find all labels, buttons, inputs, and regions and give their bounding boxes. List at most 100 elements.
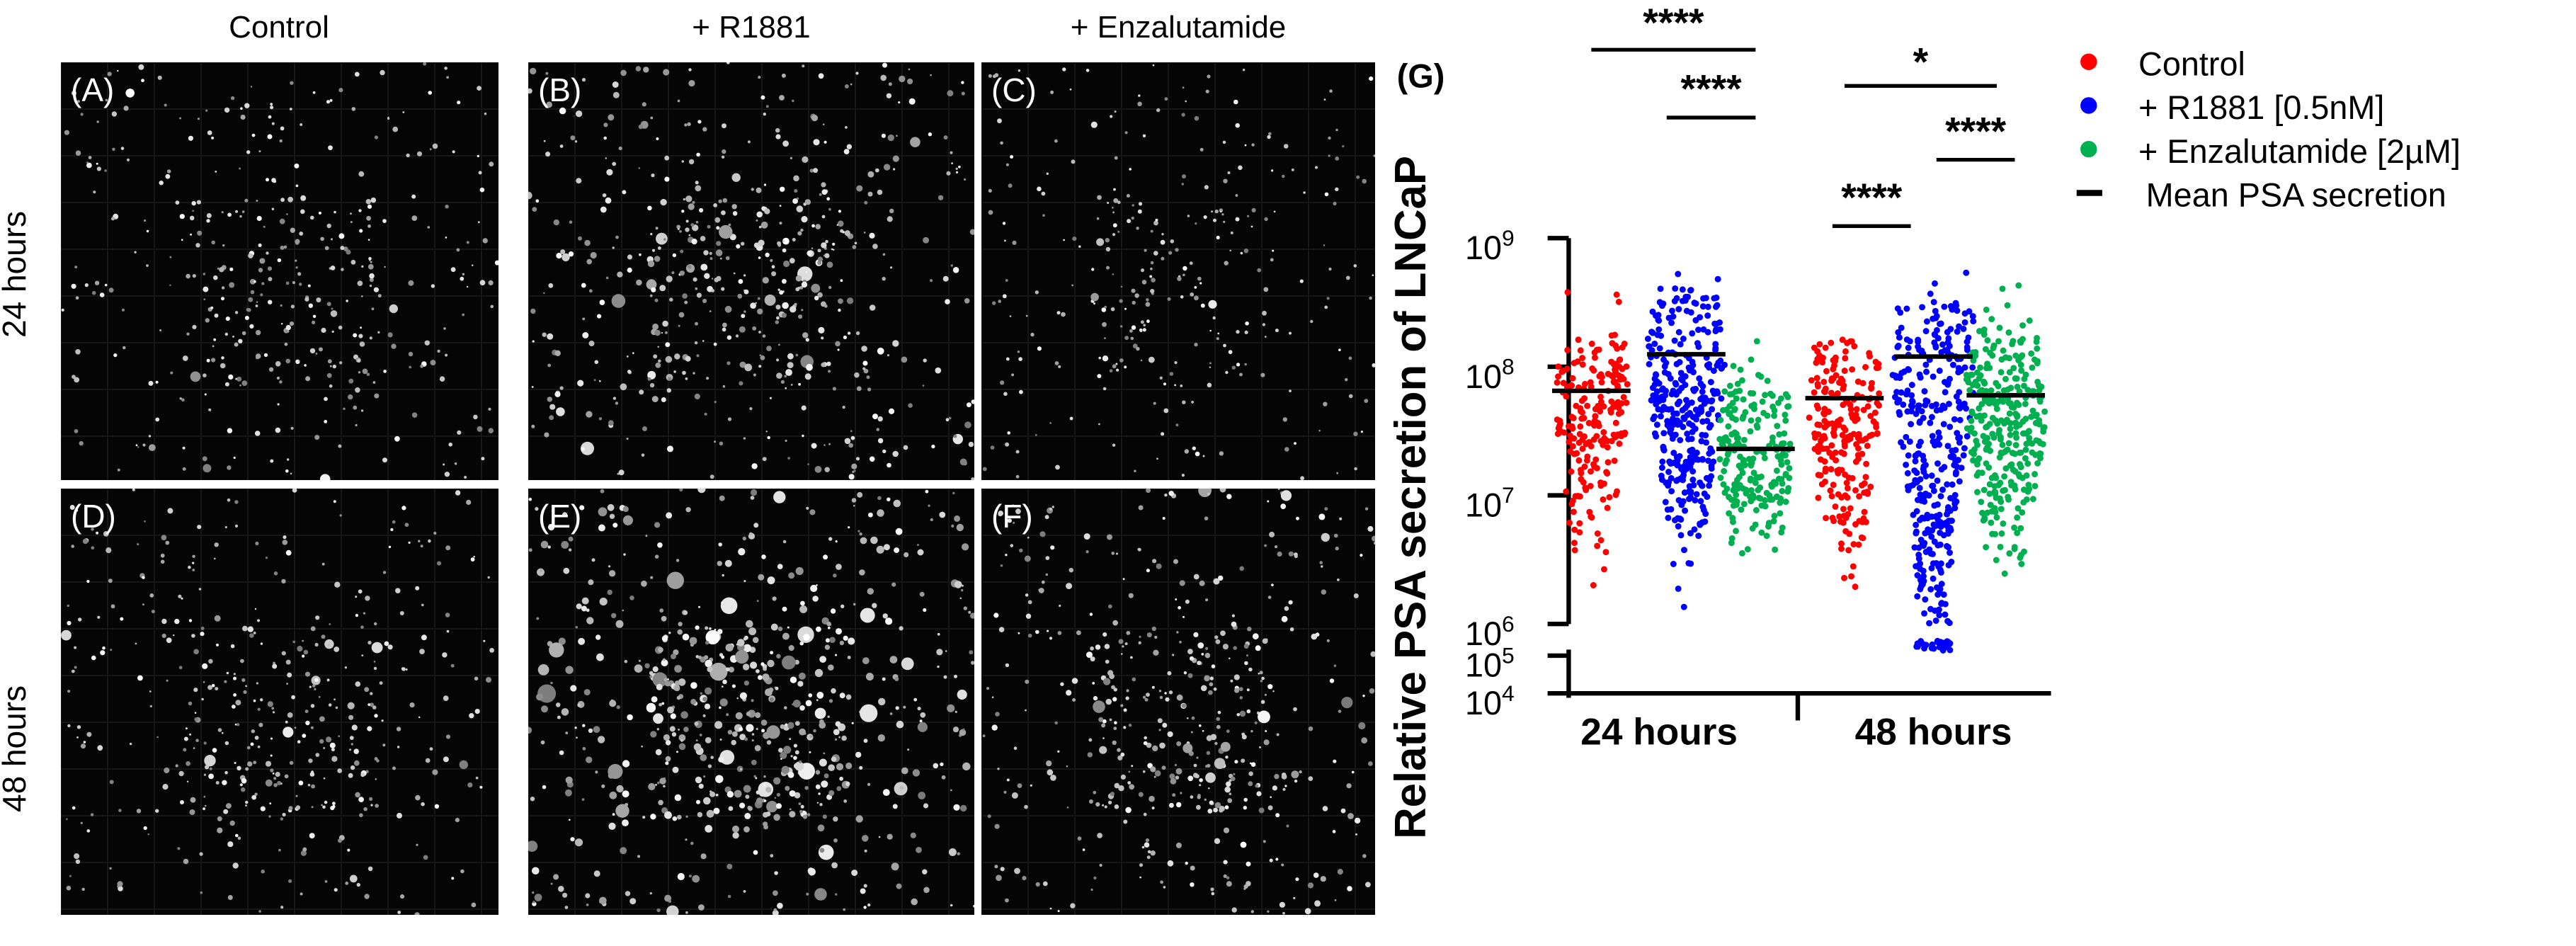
- cell-spot: [727, 729, 733, 735]
- cell-spot: [188, 619, 193, 622]
- cell-spot: [1324, 305, 1328, 309]
- cell-spot: [369, 284, 372, 287]
- data-point: [1579, 355, 1586, 362]
- data-point: [1840, 506, 1847, 513]
- cell-spot: [540, 569, 542, 572]
- cell-spot: [652, 249, 655, 252]
- data-point: [1566, 438, 1573, 445]
- cell-spot: [843, 635, 848, 641]
- data-point: [1963, 269, 1970, 276]
- cell-spot: [569, 819, 571, 821]
- cell-spot: [182, 467, 186, 471]
- cell-spot: [1017, 783, 1022, 788]
- data-point: [1688, 399, 1695, 406]
- cell-spot: [1068, 567, 1074, 573]
- cell-spot: [574, 838, 583, 847]
- cell-spot: [1260, 700, 1265, 705]
- cell-spot: [1223, 874, 1227, 878]
- data-point: [1779, 452, 1786, 459]
- data-point: [1940, 421, 1947, 428]
- cell-spot: [907, 78, 913, 85]
- cell-spot: [290, 227, 295, 233]
- cell-spot: [265, 557, 268, 559]
- cell-spot: [1130, 336, 1134, 341]
- cell-spot: [767, 659, 775, 668]
- cell-spot: [732, 832, 739, 839]
- cell-spot: [1189, 656, 1195, 661]
- cell-spot: [75, 349, 81, 355]
- cell-spot: [75, 859, 81, 865]
- cell-spot: [867, 387, 872, 392]
- cell-spot: [846, 297, 854, 304]
- cell-spot: [1035, 882, 1040, 887]
- cell-spot: [232, 862, 239, 869]
- cell-spot: [1078, 245, 1081, 248]
- cell-spot: [1101, 723, 1106, 728]
- cell-spot: [908, 403, 913, 408]
- data-point: [1861, 508, 1868, 515]
- cell-spot: [810, 584, 818, 593]
- data-point: [1599, 373, 1605, 380]
- data-point: [1740, 501, 1748, 508]
- cell-spot: [416, 151, 423, 156]
- cell-spot: [680, 249, 684, 253]
- cell-spot: [956, 523, 964, 532]
- cell-spot: [777, 288, 780, 291]
- cell-spot: [721, 685, 724, 688]
- cell-spot: [1155, 218, 1158, 222]
- data-point: [1602, 437, 1609, 444]
- cell-spot: [649, 675, 653, 678]
- data-point: [1919, 514, 1926, 521]
- cell-spot: [677, 99, 680, 103]
- cell-spot: [895, 528, 903, 535]
- cell-spot: [622, 819, 629, 826]
- cell-spot: [1240, 251, 1243, 255]
- data-point: [1697, 498, 1704, 505]
- data-point: [1777, 395, 1784, 402]
- cell-spot: [828, 699, 833, 703]
- cell-spot: [787, 722, 794, 729]
- cell-spot: [763, 775, 766, 778]
- cell-spot: [831, 688, 836, 694]
- data-point: [1682, 373, 1689, 380]
- cell-spot: [678, 312, 685, 318]
- cell-spot: [351, 743, 353, 746]
- cell-spot: [799, 728, 806, 736]
- cell-spot: [239, 783, 243, 787]
- cell-spot: [674, 665, 682, 673]
- cell-spot: [1364, 507, 1369, 511]
- data-point: [1571, 360, 1578, 367]
- data-point: [1822, 344, 1829, 351]
- cell-spot: [1293, 707, 1297, 712]
- cell-spot: [951, 524, 954, 528]
- cell-spot: [697, 655, 702, 659]
- cell-spot: [1112, 697, 1117, 702]
- data-point: [1665, 468, 1672, 475]
- cell-spot: [1134, 469, 1136, 472]
- data-point: [1817, 445, 1823, 452]
- data-point: [1731, 406, 1738, 414]
- data-point: [1733, 395, 1740, 402]
- cell-spot: [898, 101, 901, 104]
- cell-spot: [64, 130, 69, 135]
- cell-spot: [446, 76, 449, 79]
- cell-spot: [1167, 860, 1174, 867]
- data-point: [1568, 468, 1575, 475]
- cell-spot: [1107, 604, 1112, 609]
- cell-spot: [1201, 653, 1204, 656]
- cell-spot: [951, 162, 953, 165]
- data-point: [1917, 476, 1924, 483]
- cell-spot: [814, 668, 823, 678]
- cell-spot: [370, 804, 373, 807]
- cell-spot: [1336, 472, 1339, 474]
- cell-spot: [1005, 663, 1010, 668]
- data-point: [1937, 529, 1944, 536]
- cell-spot: [1209, 682, 1214, 687]
- cell-spot: [547, 333, 554, 340]
- cell-spot: [695, 776, 702, 784]
- cell-spot: [643, 67, 649, 73]
- cell-spot: [299, 283, 302, 286]
- cell-spot: [1159, 695, 1163, 700]
- cell-spot: [822, 814, 827, 819]
- cell-spot: [707, 224, 711, 229]
